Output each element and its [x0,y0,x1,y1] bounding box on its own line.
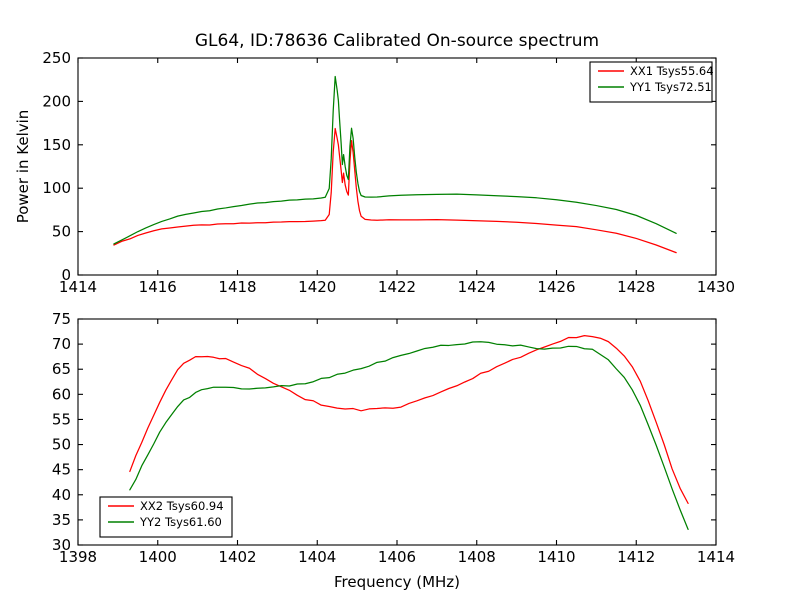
legend-box [589,61,713,103]
y-tick-label: 50 [52,223,71,241]
y-tick-label: 30 [52,536,71,554]
y-tick-label: 60 [52,385,71,403]
trace-xx2 [129,334,689,505]
figure-title: GL64, ID:78636 Calibrated On-source spec… [195,31,599,51]
trace-xx1 [113,127,677,254]
panel-bottom: 1398 1400 1402 1404 1406 1408 1410 1412 1414 30 35… [52,310,735,591]
y-tick-label: 0 [61,266,71,284]
legend-label: XX1 Tsys55.64 [630,64,714,78]
y-tick-label: 200 [42,92,71,110]
y-tick-label: 75 [52,310,71,328]
y-tick-label: 50 [52,436,71,454]
trace-yy1 [113,75,677,245]
legend-top: XX1 Tsys55.64 YY1 Tsys72.51 [589,61,714,103]
x-tick-label: 1418 [218,278,256,296]
legend-box [99,496,233,538]
y-tick-label: 55 [52,410,71,428]
x-tick-label: 1414 [59,278,97,296]
x-tick-label: 1400 [139,548,177,566]
x-axis-label: Frequency (MHz) [334,573,460,591]
x-tick-label: 1420 [298,278,336,296]
y-tick-label: 35 [52,511,71,529]
y-tick-label: 65 [52,360,71,378]
y-tick-label: 45 [52,461,71,479]
legend-bottom: XX2 Tsys60.94 YY2 Tsys61.60 [99,496,233,538]
x-tick-label: 1402 [218,548,256,566]
y-tick-label: 100 [42,179,71,197]
x-tick-label: 1404 [298,548,336,566]
y-tick-label: 150 [42,136,71,154]
x-tick-label: 1422 [378,278,416,296]
y-axis-label: Power in Kelvin [14,110,32,224]
x-tick-label: 1424 [458,278,496,296]
x-tick-label: 1430 [697,278,735,296]
x-tick-label: 1412 [617,548,655,566]
y-tick-label: 40 [52,486,71,504]
x-tick-label: 1414 [697,548,735,566]
legend-label: XX2 Tsys60.94 [140,499,224,513]
legend-label: YY1 Tsys72.51 [629,80,712,94]
legend-label: YY2 Tsys61.60 [139,515,222,529]
panel-top: 1414 1416 1418 1420 1422 1424 1426 1428 1430 0 50 1… [14,31,735,296]
x-tick-label: 1406 [378,548,416,566]
x-tick-label: 1408 [458,548,496,566]
x-tick-label: 1398 [59,548,97,566]
trace-yy2 [129,341,689,531]
y-tick-label: 70 [52,335,71,353]
x-tick-label: 1428 [617,278,655,296]
x-tick-label: 1410 [537,548,575,566]
x-tick-label: 1416 [139,278,177,296]
y-tick-label: 250 [42,49,71,67]
x-tick-label: 1426 [537,278,575,296]
